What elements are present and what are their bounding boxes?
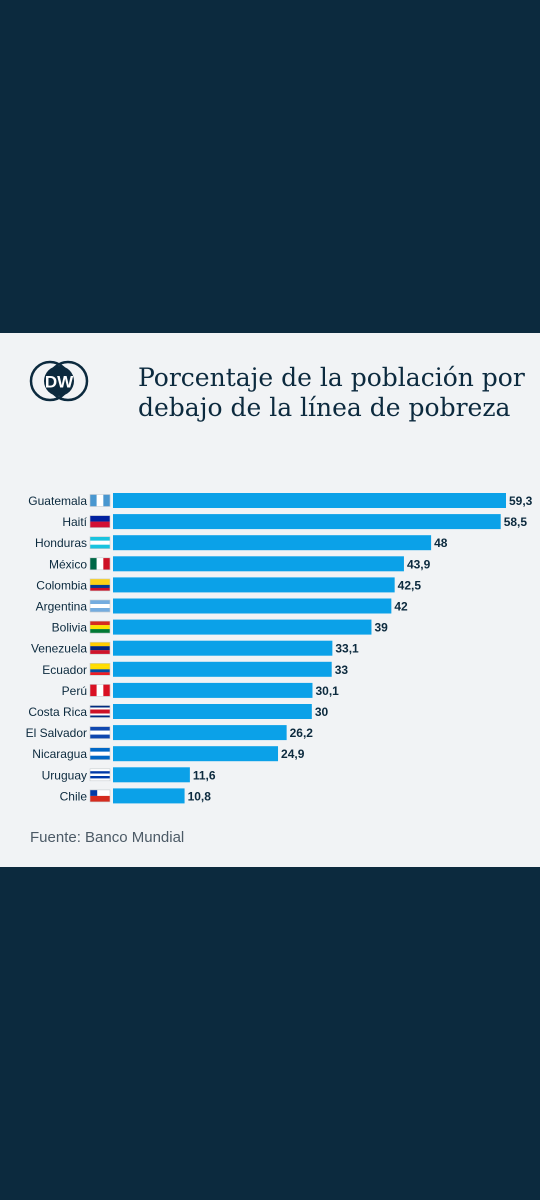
flag-méxico-icon — [89, 557, 111, 571]
value-label: 33,1 — [335, 642, 359, 656]
bar — [113, 514, 501, 530]
flag-perú-icon — [89, 684, 111, 697]
category-label: Honduras — [35, 536, 87, 550]
value-label: 48 — [434, 536, 448, 550]
flag-guatemala-icon — [89, 494, 111, 507]
value-label: 58,5 — [504, 515, 528, 529]
chart-title: Porcentaje de la población por debajo de… — [138, 363, 525, 422]
category-label: Venezuela — [31, 642, 87, 656]
category-label: Bolivia — [52, 621, 88, 635]
flag-el-salvador-icon — [89, 726, 111, 739]
bar — [113, 767, 190, 783]
value-label: 24,9 — [281, 747, 305, 761]
category-label: Chile — [60, 789, 88, 803]
flag-chile-icon — [89, 789, 111, 803]
category-label: México — [49, 557, 87, 571]
value-label: 26,2 — [290, 726, 314, 740]
category-label: Colombia — [36, 578, 87, 592]
flag-nicaragua-icon — [89, 747, 111, 761]
value-label: 30,1 — [315, 684, 339, 698]
value-label: 42 — [394, 600, 408, 614]
bar — [113, 788, 185, 804]
value-label: 42,5 — [398, 578, 422, 592]
value-label: 10,8 — [188, 789, 212, 803]
category-label: Ecuador — [42, 663, 87, 677]
category-label: Uruguay — [42, 768, 87, 782]
flag-argentina-icon — [89, 599, 111, 613]
category-label: Argentina — [36, 600, 88, 614]
value-label: 59,3 — [509, 494, 533, 508]
bar — [113, 746, 279, 762]
value-label: 39 — [374, 621, 388, 635]
bar — [113, 535, 432, 551]
value-label: 11,6 — [193, 768, 216, 782]
category-label: Costa Rica — [28, 705, 87, 719]
flag-ecuador-icon — [89, 663, 111, 676]
flag-venezuela-icon — [89, 641, 111, 655]
bar — [113, 577, 395, 593]
value-label: 43,9 — [407, 557, 431, 571]
category-label: Nicaragua — [32, 747, 87, 761]
bar — [113, 619, 372, 635]
bar — [113, 704, 312, 719]
bar — [113, 493, 506, 508]
logo-text: DW — [45, 373, 74, 392]
flag-haití-icon — [89, 515, 111, 528]
category-label: Guatemala — [28, 494, 87, 508]
flag-uruguay-icon — [89, 768, 111, 782]
chart-card: DW Porcentaje de la población por debajo… — [0, 333, 540, 867]
category-label: Perú — [62, 684, 87, 698]
value-label: 33 — [335, 663, 349, 677]
bar — [113, 661, 332, 677]
dw-logo: DW — [29, 360, 89, 402]
source-note: Fuente: Banco Mundial — [30, 829, 185, 846]
bar — [113, 556, 404, 572]
category-label: El Salvador — [26, 726, 87, 740]
flag-costa-rica-icon — [89, 705, 111, 718]
flag-colombia-icon — [89, 578, 111, 592]
category-label: Haití — [62, 515, 87, 529]
value-label: 30 — [315, 705, 329, 719]
bar-chart: Guatemala 59,3 Haití 58,5 Honduras 48 México 43… — [26, 493, 533, 804]
bar — [113, 640, 333, 656]
flag-honduras-icon — [89, 536, 111, 550]
bar — [113, 682, 313, 698]
bar — [113, 725, 287, 741]
bar — [113, 598, 392, 614]
flag-bolivia-icon — [89, 620, 111, 634]
